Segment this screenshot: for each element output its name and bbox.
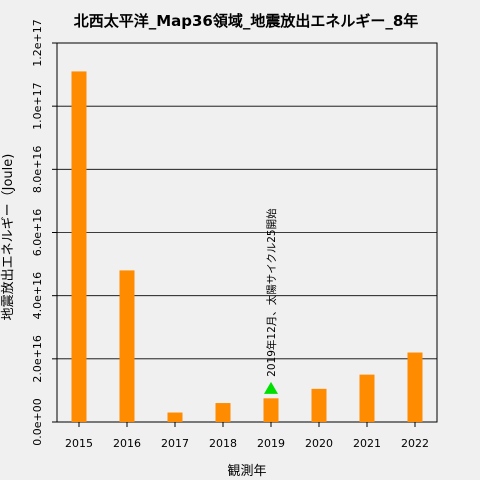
y-tick-label: 2.0e+16: [31, 335, 44, 382]
bar-2016: [119, 270, 135, 422]
annotation: 2019年12月、太陽サイクル25開始: [264, 208, 278, 394]
bar-2022: [407, 352, 423, 422]
y-tick-label: 6.0e+16: [31, 209, 44, 256]
y-tick-label: 4.0e+16: [31, 272, 44, 319]
x-axis-label: 観測年: [227, 464, 266, 479]
y-tick-label: 1.2e+17: [31, 19, 44, 66]
grid-lines: [57, 105, 437, 360]
x-tick-label: 2016: [113, 437, 141, 450]
x-tick-label: 2022: [401, 437, 429, 450]
y-tick-label: 1.0e+17: [31, 82, 44, 129]
bar-2021: [359, 374, 375, 422]
bar-2018: [215, 403, 231, 422]
bar-2020: [311, 388, 327, 422]
x-tick-label: 2020: [305, 437, 333, 450]
x-axis: 2015 2016 2017 2018 2019 2020 2021 2022: [65, 422, 429, 450]
chart-title: 北西太平洋_Map36領域_地震放出エネルギー_8年: [74, 12, 419, 30]
x-tick-label: 2017: [161, 437, 189, 450]
y-axis: 0.0e+00 2.0e+16 4.0e+16 6.0e+16 8.0e+16 1.0e+…: [31, 19, 57, 446]
x-tick-label: 2015: [65, 437, 93, 450]
x-tick-label: 2018: [209, 437, 237, 450]
y-axis-label: 地震放出エネルギー（Joule): [1, 154, 16, 321]
bar-2015: [71, 71, 87, 423]
y-tick-label: 0.0e+00: [31, 398, 44, 445]
x-tick-label: 2019: [257, 437, 285, 450]
bars: [71, 71, 423, 423]
event-annotation: 2019年12月、太陽サイクル25開始: [265, 208, 278, 377]
bar-2017: [167, 412, 183, 422]
y-tick-label: 8.0e+16: [31, 146, 44, 193]
event-marker: [264, 381, 278, 394]
x-tick-label: 2021: [353, 437, 381, 450]
bar-2019: [263, 398, 279, 422]
